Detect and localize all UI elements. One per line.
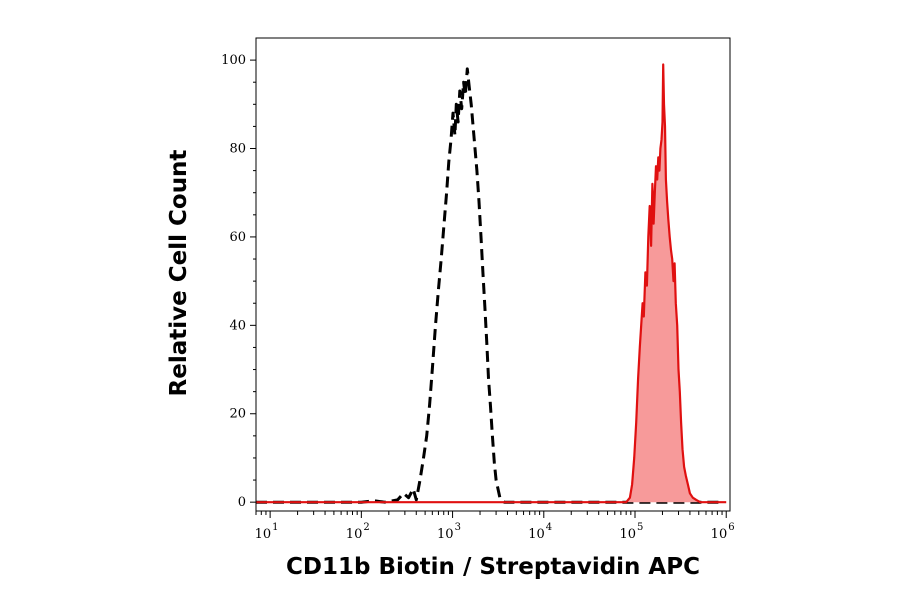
x-tick-label: 10 5 bbox=[619, 522, 643, 542]
x-tick-exponent: 6 bbox=[728, 522, 734, 533]
x-tick-base: 10 bbox=[255, 527, 272, 542]
x-tick-label: 10 6 bbox=[711, 522, 735, 542]
x-tick-label: 10 4 bbox=[528, 522, 552, 542]
y-tick-label: 80 bbox=[229, 142, 246, 157]
y-tick-label: 40 bbox=[229, 318, 246, 333]
series-layer bbox=[256, 63, 727, 504]
x-axis: 10 1 10 2 10 3 10 4 10 5 10 6 bbox=[255, 511, 735, 542]
series-1-line bbox=[256, 63, 727, 504]
y-tick-label: 100 bbox=[221, 53, 246, 68]
y-tick-label: 20 bbox=[229, 407, 246, 422]
y-tick-label: 0 bbox=[238, 495, 246, 510]
x-tick-label: 10 3 bbox=[437, 522, 461, 542]
x-tick-exponent: 3 bbox=[455, 522, 461, 533]
x-tick-base: 10 bbox=[346, 527, 363, 542]
x-tick-base: 10 bbox=[437, 527, 454, 542]
x-tick-base: 10 bbox=[528, 527, 545, 542]
y-axis: 0 20 40 60 80 100 bbox=[221, 53, 256, 510]
series-0-line bbox=[256, 67, 723, 504]
x-tick-base: 10 bbox=[619, 527, 636, 542]
x-tick-exponent: 1 bbox=[272, 522, 278, 533]
x-tick-exponent: 2 bbox=[363, 522, 369, 533]
y-tick-label: 60 bbox=[229, 230, 246, 245]
x-tick-exponent: 4 bbox=[546, 522, 552, 533]
y-axis-title: Relative Cell Count bbox=[166, 150, 192, 397]
x-tick-exponent: 5 bbox=[637, 522, 643, 533]
plot-frame bbox=[255, 37, 731, 512]
x-axis-title: CD11b Biotin / Streptavidin APC bbox=[286, 554, 700, 580]
x-tick-label: 10 2 bbox=[346, 522, 370, 542]
x-tick-base: 10 bbox=[711, 527, 728, 542]
x-tick-label: 10 1 bbox=[255, 522, 279, 542]
series-1-fill bbox=[256, 64, 727, 503]
